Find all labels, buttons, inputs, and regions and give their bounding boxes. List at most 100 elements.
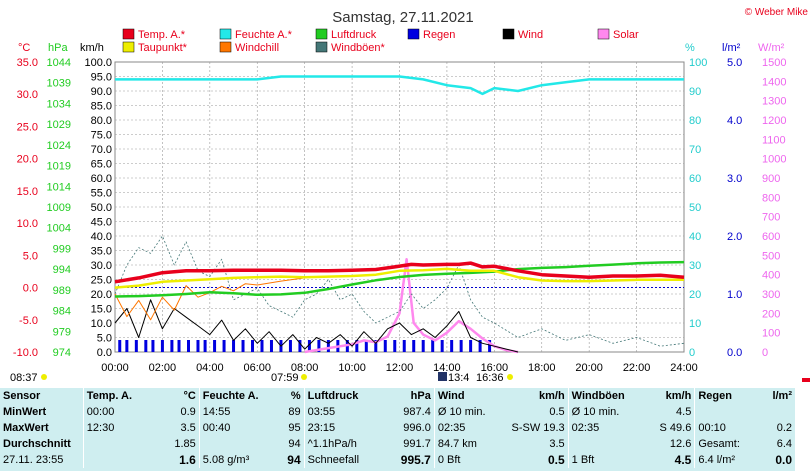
rain-bar xyxy=(151,340,155,352)
rain-bar xyxy=(440,340,444,352)
tick-label-solar: 1400 xyxy=(762,76,786,88)
legend-swatch xyxy=(219,41,232,53)
sun-icon xyxy=(301,374,307,380)
rain-bar xyxy=(412,340,416,352)
stats-cell: Durchschnitt xyxy=(3,438,71,450)
legend-label: Luftdruck xyxy=(331,29,377,41)
edge-mark-red xyxy=(802,378,810,382)
tick-label-x: 22:00 xyxy=(623,362,651,374)
marker-label: 13:4 xyxy=(448,372,469,384)
tick-label-humidity: 20 xyxy=(689,289,701,301)
series-line-solar xyxy=(304,257,519,354)
series-line-taupunkt xyxy=(114,267,684,289)
rain-bar xyxy=(421,340,425,352)
stats-cell: 0.2 xyxy=(776,422,792,434)
series-line-windb-en xyxy=(114,235,685,347)
rain-bar xyxy=(374,340,378,352)
sun-markers: 08:37 07:59 13:4 16:36 xyxy=(10,372,513,384)
rain-bar xyxy=(260,340,264,352)
stats-cell: 3.5 xyxy=(180,422,196,434)
stats-cell xyxy=(567,436,638,452)
tick-label-wind: 65.0 xyxy=(91,159,112,171)
tick-label-temp: 15.0 xyxy=(17,186,38,198)
stats-cell xyxy=(694,404,758,420)
rain-bar xyxy=(364,340,368,352)
legend-label: Wind xyxy=(518,29,543,41)
stats-cell: Wind xyxy=(433,388,498,404)
stats-cell: 0.0 xyxy=(775,453,792,467)
legend-swatch xyxy=(597,28,610,40)
rain-bar xyxy=(307,340,311,352)
unit-wind: km/h xyxy=(80,42,104,54)
stats-cell: 89 xyxy=(288,406,301,418)
tick-label-solar: 1100 xyxy=(762,134,786,146)
tick-label-x: 02:00 xyxy=(149,362,177,374)
tick-label-temp: 35.0 xyxy=(17,57,38,69)
tick-label-rain: 5.0 xyxy=(727,57,742,69)
tick-label-humidity: 40 xyxy=(689,231,701,243)
tick-label-rain: 3.0 xyxy=(727,173,742,185)
legend-swatch xyxy=(122,28,135,40)
rain-bar xyxy=(288,340,292,352)
tick-label-pressure: 989 xyxy=(53,285,71,297)
tick-label-pressure: 1019 xyxy=(47,161,71,173)
tick-label-humidity: 10 xyxy=(689,318,701,330)
rain-bar xyxy=(393,340,397,352)
stats-cell: km/h xyxy=(538,390,565,402)
tick-label-wind: 20.0 xyxy=(91,289,112,301)
tick-label-wind: 30.0 xyxy=(91,260,112,272)
sun-icon xyxy=(41,374,47,380)
tick-label-wind: 45.0 xyxy=(91,217,112,229)
stats-cell: 94 xyxy=(287,453,301,467)
tick-label-x: 14:00 xyxy=(433,362,461,374)
tick-label-wind: 35.0 xyxy=(91,246,112,258)
stats-cell: 6.4 l/m² xyxy=(694,452,758,468)
tick-label-pressure: 974 xyxy=(53,347,71,359)
stats-cell: Ø 10 min. xyxy=(567,404,638,420)
tick-label-humidity: 50 xyxy=(689,202,701,214)
stats-cell: MinWert xyxy=(3,406,47,418)
tick-label-x: 04:00 xyxy=(196,362,224,374)
stats-cell: 0.5 xyxy=(549,406,565,418)
tick-label-solar: 600 xyxy=(762,231,780,243)
rain-bar xyxy=(144,340,148,352)
rain-bar xyxy=(298,340,302,352)
legend-label: Solar xyxy=(613,29,639,41)
tick-label-solar: 1300 xyxy=(762,96,786,108)
stats-cell: 02:35 xyxy=(433,420,498,436)
stats-cell: S-SW 19.3 xyxy=(511,422,565,434)
stats-table: Sensor Temp. A. °C Feuchte A.% Luftdruck hPa W… xyxy=(0,388,795,471)
tick-label-temp: 0.0 xyxy=(23,283,38,295)
rain-bar xyxy=(196,340,200,352)
tick-label-pressure: 1024 xyxy=(47,140,71,152)
rain-bar xyxy=(186,340,190,352)
stats-cell: 3.5 xyxy=(549,438,565,450)
tick-label-temp: 30.0 xyxy=(17,89,38,101)
tick-label-humidity: 30 xyxy=(689,260,701,272)
stats-cell xyxy=(82,436,145,452)
rain-bar xyxy=(251,340,255,352)
copyright: © Weber Mike xyxy=(745,7,809,18)
rain-bar xyxy=(450,340,454,352)
tick-label-wind: 25.0 xyxy=(91,275,112,287)
legend-label: Windböen* xyxy=(331,42,386,54)
tick-label-x: 20:00 xyxy=(575,362,603,374)
tick-label-pressure: 1044 xyxy=(47,57,71,69)
tick-label-solar: 0 xyxy=(762,347,768,359)
stats-cell: 0.5 xyxy=(547,453,565,467)
unit-solar: W/m² xyxy=(758,42,785,54)
stats-cell: 12.6 xyxy=(669,438,692,450)
rain-bar xyxy=(222,340,226,352)
tick-label-solar: 800 xyxy=(762,192,780,204)
rain-bar xyxy=(203,340,207,352)
legend: Temp. A.* Feuchte A.* Luftdruck Regen Wind So… xyxy=(122,28,639,54)
rain-bar xyxy=(232,340,236,352)
stats-cell: % xyxy=(290,390,301,402)
stats-cell: 1.6 xyxy=(179,453,196,467)
tick-label-wind: 0.0 xyxy=(97,347,112,359)
stats-cell: Windböen xyxy=(567,388,638,404)
stats-cell: 23:15 xyxy=(303,420,375,436)
tick-label-rain: 0.0 xyxy=(727,347,742,359)
tick-label-wind: 10.0 xyxy=(91,318,112,330)
stats-cell: 1 Bft xyxy=(567,452,638,468)
